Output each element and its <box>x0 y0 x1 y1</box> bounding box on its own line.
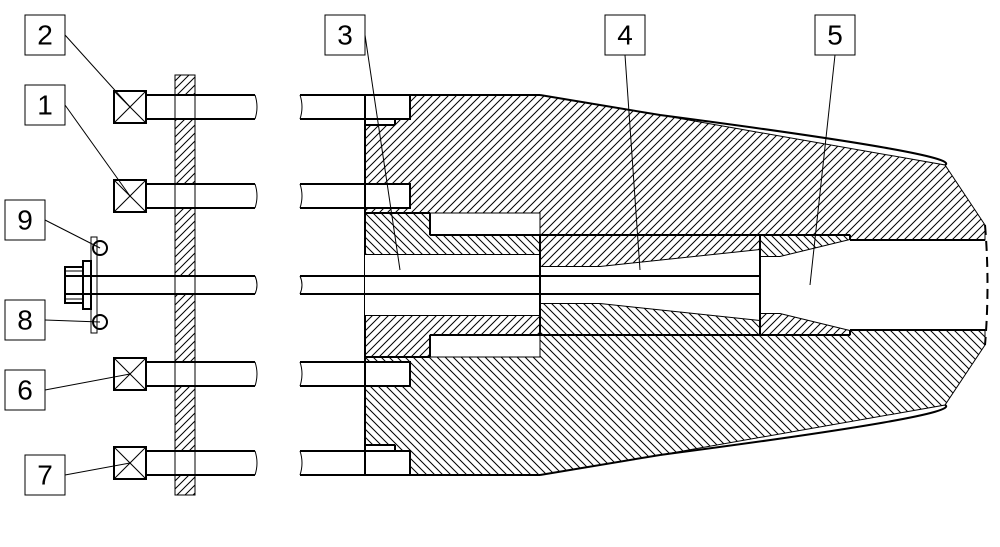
callout-label-2: 2 <box>37 19 53 50</box>
callout-label-8: 8 <box>17 304 33 335</box>
callout-label-7: 7 <box>37 459 53 490</box>
callout-label-1: 1 <box>37 89 53 120</box>
callout-label-4: 4 <box>617 19 633 50</box>
callout-label-3: 3 <box>337 19 353 50</box>
callout-label-9: 9 <box>17 204 33 235</box>
callout-label-5: 5 <box>827 19 843 50</box>
callout-label-6: 6 <box>17 374 33 405</box>
engineering-figure: 2 1 9 8 6 7 3 4 5 <box>0 0 1000 547</box>
